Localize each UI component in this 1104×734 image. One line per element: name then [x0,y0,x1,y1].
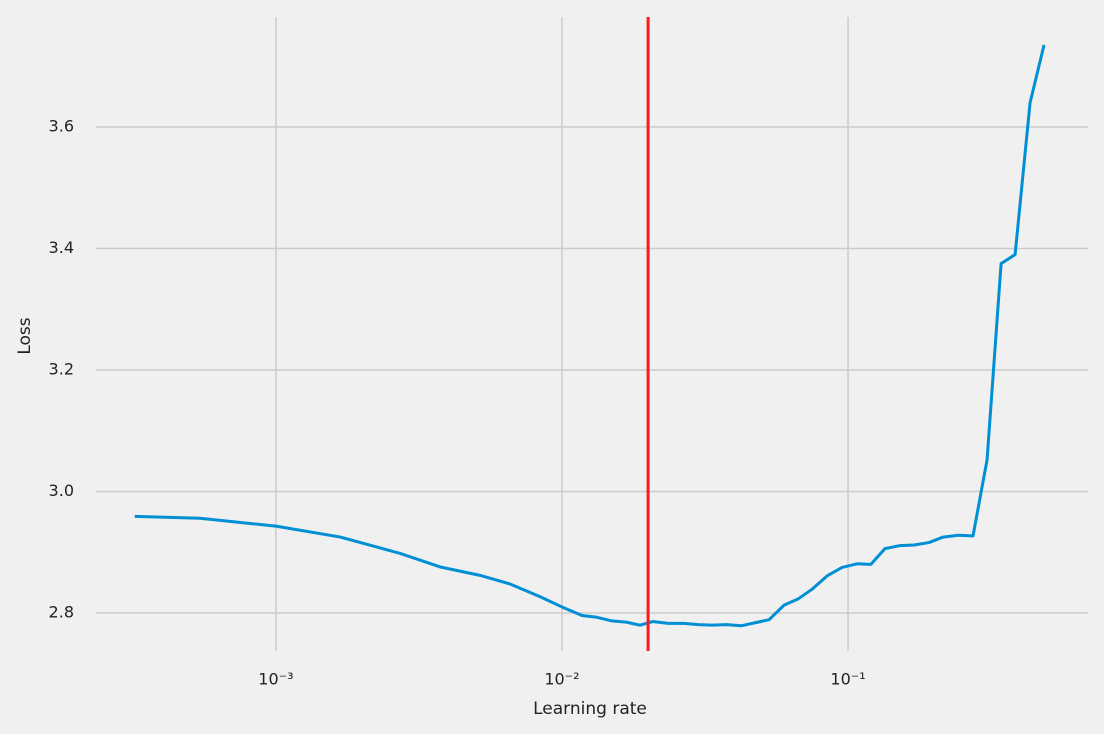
y-tick-label: 3.0 [49,481,74,500]
x-tick-label: 10⁻³ [258,670,293,689]
y-tick-label: 3.4 [49,238,74,257]
y-tick-label: 3.2 [49,359,74,378]
loss-line [134,44,1046,628]
x-tick-label: 10⁻² [544,670,579,689]
y-tick-label: 3.6 [49,116,74,135]
y-axis-title: Loss [15,317,35,354]
x-tick-label: 10⁻¹ [830,670,865,689]
x-axis-title: Learning rate [533,699,647,719]
y-tick-label: 2.8 [49,603,74,622]
